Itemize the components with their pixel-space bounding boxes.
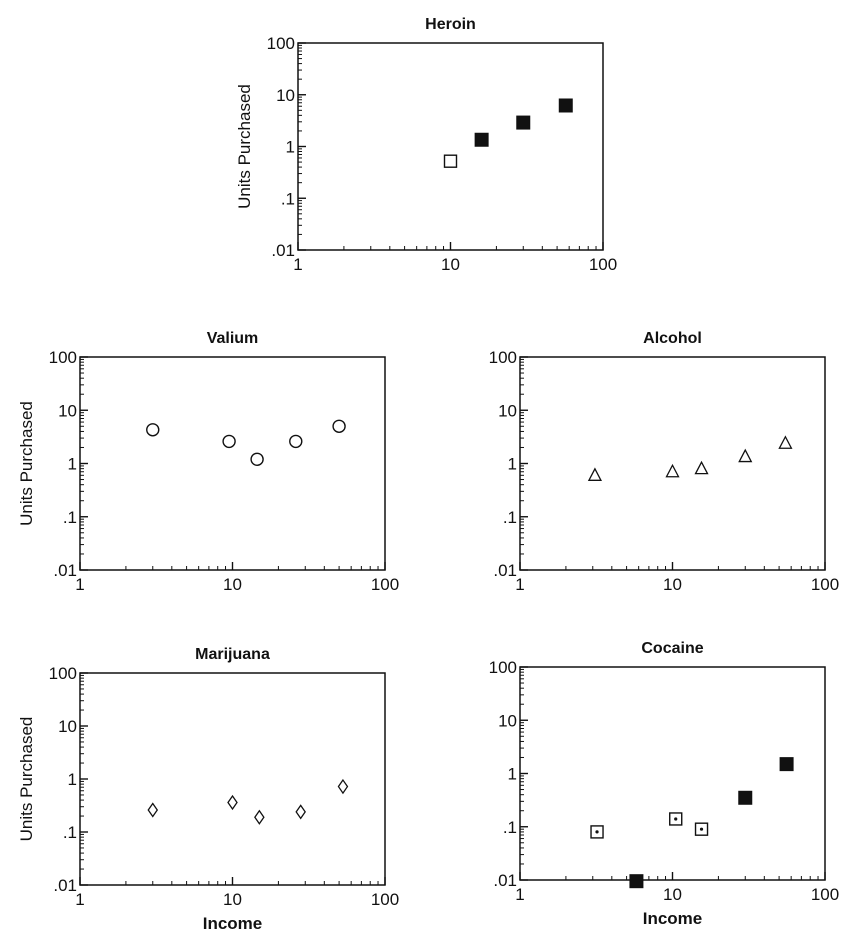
valium-y-tick-label: 10 [58,401,77,420]
valium-point-open-circle [332,419,346,433]
cocaine-point-center-dot [674,817,678,821]
heroin-point-filled-square [516,115,531,130]
valium-panel: Valium .01 .1 1 10 100 1 10 100 Units Purchased [17,330,399,594]
alcohol-x-tick-label: 1 [515,575,524,594]
cocaine-point-dotted-square [669,812,683,826]
alcohol-y-tick-label: .1 [503,508,517,527]
valium-y-tick-label: 1 [68,455,77,474]
cocaine-point-dotted-square [590,825,604,839]
valium-point-open-circle [250,452,264,466]
valium-plot-frame [79,356,386,571]
cocaine-point-center-dot [595,830,599,834]
heroin-point-open-square [443,154,458,168]
cocaine-x-tick-label: 10 [663,885,682,904]
valium-x-tick-label: 100 [371,575,399,594]
marijuana-y-tick-label: 100 [49,664,77,683]
heroin-title: Heroin [425,16,476,33]
heroin-y-axis-label: Units Purchased [235,84,254,209]
valium-y-axis-label: Units Purchased [17,401,36,526]
cocaine-title: Cocaine [641,640,703,657]
marijuana-x-tick-label: 1 [75,890,84,909]
valium-x-tick-label: 1 [75,575,84,594]
valium-point-open-circle [289,434,303,449]
cocaine-y-tick-label: .1 [503,818,517,837]
cocaine-y-tick-label: 1 [508,765,517,784]
marijuana-y-tick-label: 10 [58,717,77,736]
marijuana-y-tick-label: 1 [68,770,77,789]
alcohol-y-tick-label: 1 [508,455,517,474]
heroin-y-tick-label: 10 [276,86,295,105]
cocaine-x-axis-label: Income [643,909,703,928]
alcohol-x-tick-label: 10 [663,575,682,594]
cocaine-point-filled-square [738,790,753,805]
heroin-point-filled-square [558,98,573,113]
valium-title: Valium [207,330,259,347]
alcohol-y-tick-label: 100 [489,348,517,367]
heroin-plot-frame [297,42,604,251]
heroin-y-tick-label: .01 [271,241,295,260]
alcohol-point-open-triangle [587,467,603,481]
marijuana-point-open-diamond [337,778,349,795]
valium-y-tick-label: 100 [49,348,77,367]
cocaine-y-tick-label: .01 [493,871,517,890]
marijuana-x-axis-label: Income [203,914,263,933]
heroin-point-filled-square [474,132,489,147]
alcohol-point-open-triangle [738,448,753,463]
marijuana-title: Marijuana [195,646,270,663]
marijuana-point-open-diamond [147,802,159,818]
cocaine-panel: Cocaine .01 .1 1 10 100 1 10 100 Income [489,640,840,928]
alcohol-panel: Alcohol .01 .1 1 10 100 1 10 100 [489,330,840,594]
valium-y-tick-label: .01 [53,561,77,580]
heroin-x-tick-label: 1 [293,255,302,274]
marijuana-y-tick-label: .01 [53,876,77,895]
marijuana-point-open-diamond [227,794,238,811]
heroin-y-tick-label: 100 [267,34,295,53]
cocaine-point-dotted-square [694,822,709,836]
alcohol-y-tick-label: .01 [493,561,517,580]
cocaine-y-tick-label: 100 [489,658,517,677]
cocaine-point-filled-square [629,874,644,889]
heroin-panel: Heroin .01 .1 1 10 100 1 10 100 Units Purchased [235,16,617,274]
marijuana-point-open-diamond [254,809,265,825]
marijuana-x-tick-label: 10 [223,890,242,909]
cocaine-point-center-dot [699,827,704,831]
marijuana-point-open-diamond [295,804,306,820]
heroin-y-tick-label: 1 [286,138,295,157]
alcohol-title: Alcohol [643,330,702,347]
heroin-x-tick-label: 10 [441,255,460,274]
alcohol-y-tick-label: 10 [498,401,517,420]
alcohol-point-open-triangle [694,460,709,475]
cocaine-x-tick-label: 100 [811,885,839,904]
alcohol-x-tick-label: 100 [811,575,839,594]
cocaine-point-filled-square [779,757,794,772]
marijuana-y-axis-label: Units Purchased [17,717,36,842]
valium-y-tick-label: .1 [63,508,77,527]
marijuana-plot-frame [79,672,386,886]
cocaine-y-tick-label: 10 [498,711,517,730]
marijuana-y-tick-label: .1 [63,823,77,842]
cocaine-x-tick-label: 1 [515,885,524,904]
alcohol-point-open-triangle [778,435,793,449]
alcohol-plot-frame [519,356,826,571]
cocaine-plot-frame [519,666,826,881]
marijuana-x-tick-label: 100 [371,890,399,909]
heroin-y-tick-label: .1 [281,189,295,208]
alcohol-point-open-triangle [665,463,680,478]
heroin-x-tick-label: 100 [589,255,617,274]
valium-point-open-circle [146,423,160,437]
valium-x-tick-label: 10 [223,575,242,594]
marijuana-panel: Marijuana .01 .1 1 10 100 1 10 100 Units Purchase… [17,646,399,933]
valium-point-open-circle [222,434,236,449]
